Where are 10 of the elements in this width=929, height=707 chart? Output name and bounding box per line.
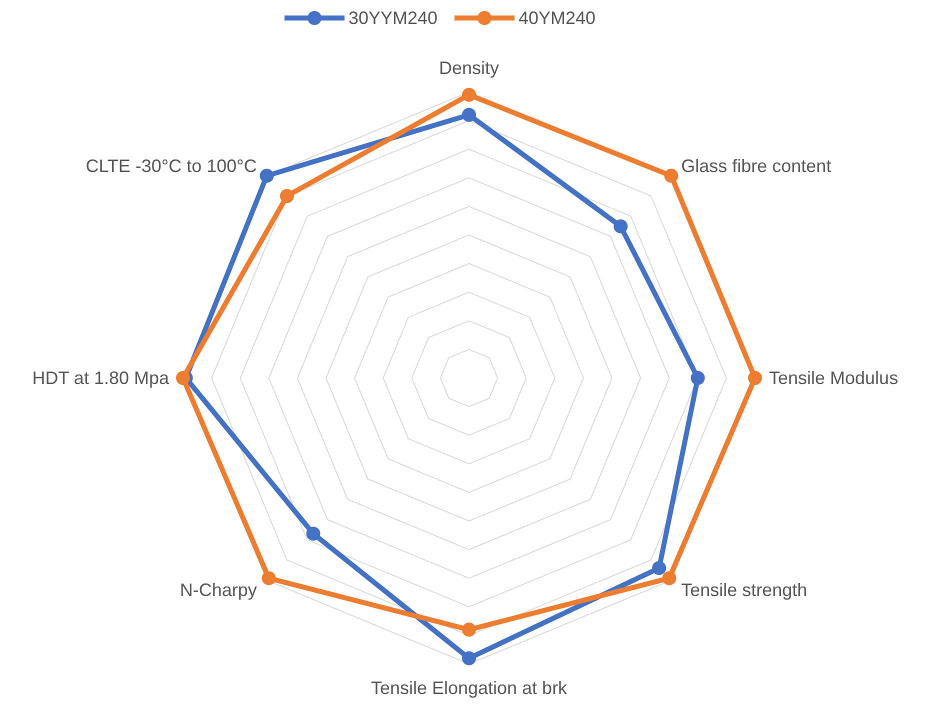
spoke-label: Tensile Modulus xyxy=(769,368,898,388)
legend-label: 40YM240 xyxy=(518,8,596,28)
spoke-label: N-Charpy xyxy=(180,580,257,600)
spoke-label: Tensile Elongation at brk xyxy=(370,678,568,698)
spoke-label: HDT at 1.80 Mpa xyxy=(32,368,170,388)
spoke-label: Glass fibre content xyxy=(681,156,832,176)
spoke-label: Tensile strength xyxy=(681,580,808,600)
spoke-label: CLTE -30°C to 100°C xyxy=(86,156,257,176)
spoke-label: Density xyxy=(438,58,500,78)
legend-label: 30YYM240 xyxy=(348,8,438,28)
